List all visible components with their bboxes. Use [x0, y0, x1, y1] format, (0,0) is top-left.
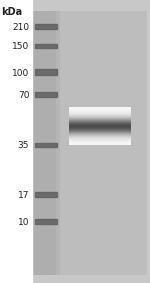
Bar — [34, 44, 57, 48]
Text: 210: 210 — [12, 23, 29, 32]
Bar — [34, 92, 57, 97]
Text: 35: 35 — [18, 141, 29, 150]
Bar — [34, 219, 57, 224]
Text: 100: 100 — [12, 68, 29, 78]
Bar — [34, 192, 57, 197]
Text: 10: 10 — [18, 218, 29, 227]
Bar — [34, 143, 57, 147]
Text: 150: 150 — [12, 42, 29, 51]
Text: 70: 70 — [18, 91, 29, 100]
Text: 17: 17 — [18, 191, 29, 200]
Bar — [0, 0, 32, 283]
Bar — [34, 24, 57, 29]
Text: kDa: kDa — [1, 7, 22, 17]
FancyBboxPatch shape — [33, 11, 147, 275]
Bar — [34, 69, 57, 75]
